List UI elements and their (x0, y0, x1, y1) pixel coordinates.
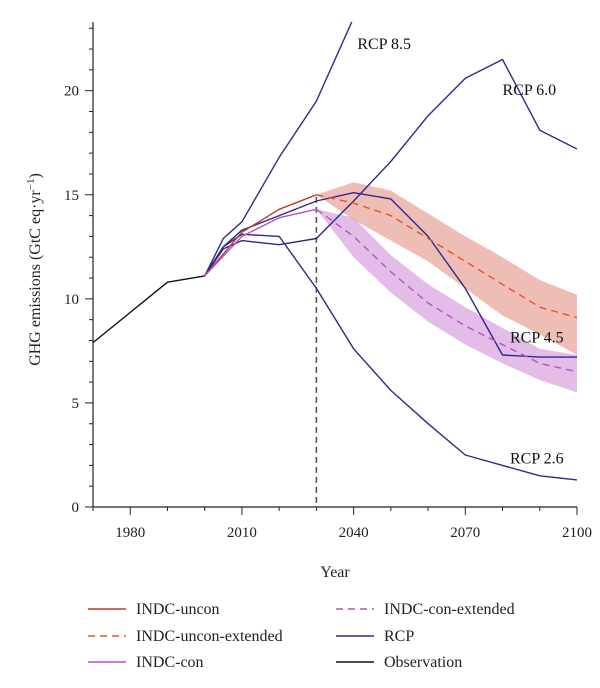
legend-item: INDC-uncon (88, 601, 220, 618)
y-axis-title-main: GHG emissions (GtC eq·yr (27, 190, 44, 366)
y-axis-title-superscript: −1 (25, 179, 37, 191)
rcp85-line (204, 22, 353, 277)
legend-item: INDC-con (88, 654, 204, 671)
legend-label: RCP (384, 628, 414, 645)
uncertainty-bands (316, 182, 577, 393)
legend-label: Observation (384, 654, 462, 671)
tick-labels: 0 5 10 15 20 1980 2010 2040 2070 2100 (64, 84, 592, 541)
y-axis-title-close: ) (27, 173, 44, 178)
rcp45-line (204, 191, 577, 358)
indc-con-ext-line (315, 208, 577, 373)
legend-label: INDC-con (136, 654, 204, 671)
legend-label: INDC-con-extended (384, 601, 515, 618)
legend-item: Observation (336, 654, 462, 671)
legend-label: INDC-uncon-extended (136, 628, 283, 645)
axes (85, 22, 578, 515)
legend-item: INDC-con-extended (336, 601, 515, 618)
y-tick-label: 5 (72, 396, 80, 412)
series-annotation: RCP 6.0 (503, 82, 557, 99)
y-axis-title: GHG emissions (GtC eq·yr−1) (25, 173, 44, 366)
x-tick-label: 1980 (115, 525, 145, 541)
indc-uncon-line (204, 194, 317, 277)
y-tick-label: 0 (72, 500, 80, 516)
observation-line (93, 275, 205, 344)
con-band-area (316, 209, 577, 393)
legend-label: INDC-uncon (136, 601, 220, 618)
series-lines (93, 22, 577, 481)
indc-con-line (204, 208, 317, 277)
x-tick-label: 2070 (450, 525, 480, 541)
y-tick-label: 20 (64, 84, 79, 100)
y-tick-label: 15 (64, 188, 79, 204)
uncon-band-area (316, 182, 577, 355)
rcp60-line (204, 58, 577, 277)
x-axis-title: Year (320, 564, 350, 581)
series-annotations: RCP 8.5 RCP 6.0 RCP 4.5 RCP 2.6 (357, 36, 563, 467)
series-annotation: RCP 2.6 (510, 450, 564, 467)
x-tick-label: 2040 (339, 525, 369, 541)
series-annotation: RCP 8.5 (357, 36, 411, 53)
legend-item: INDC-uncon-extended (88, 628, 283, 645)
series-annotation: RCP 4.5 (510, 330, 564, 347)
legend: INDC-uncon INDC-con-extended INDC-uncon-ex… (88, 601, 515, 671)
indc-uncon-ext-line (316, 194, 577, 319)
legend-item: RCP (336, 628, 414, 645)
x-tick-label: 2010 (227, 525, 257, 541)
x-tick-label: 2100 (562, 525, 592, 541)
y-tick-label: 10 (64, 292, 79, 308)
